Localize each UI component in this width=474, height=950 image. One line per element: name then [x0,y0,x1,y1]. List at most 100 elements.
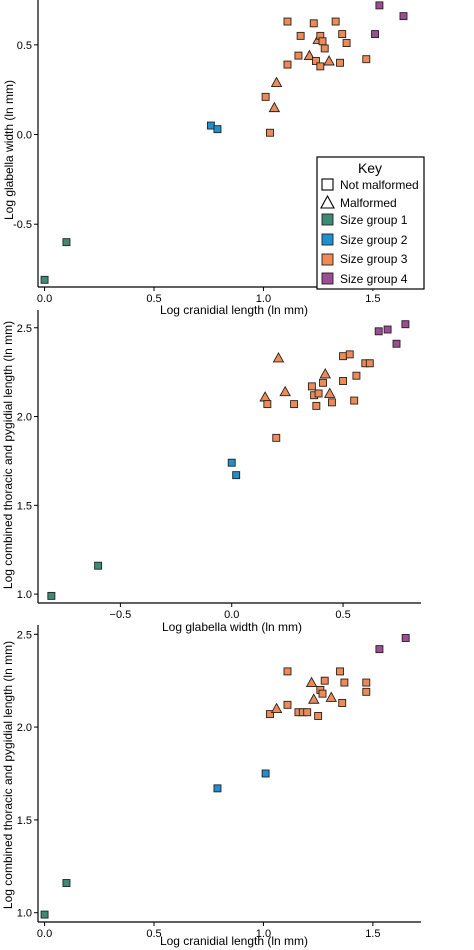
panel-2-x-tick-label: 0.5 [335,609,350,621]
panel-2-y-tick-label: 1.0 [17,589,32,601]
panel-3-y-tick-label: 2.5 [17,629,32,641]
panel-3-x-tick-label: 1.5 [365,928,380,940]
panel-3-x-tick-label: 0.5 [146,928,161,940]
data-point-not-malformed [320,44,329,53]
data-point-not-malformed [342,39,351,47]
data-point-not-malformed [338,30,347,39]
legend-label-size-group-4: Size group 4 [340,272,408,286]
data-point-not-malformed [47,591,56,600]
panel-1-ticks: 0.0 0.5 1.0 1.5 0.5 0.0 -0.5 [13,40,380,305]
data-point-malformed [325,691,338,702]
data-point-not-malformed [294,51,303,60]
panel-2-y-tick-label: 1.5 [17,500,32,512]
data-point-not-malformed [375,645,384,654]
data-point-not-malformed [283,60,292,69]
data-point-not-malformed [392,339,401,348]
data-point-not-malformed [283,700,292,709]
legend-label-not-malformed: Not malformed [340,178,419,192]
data-point-not-malformed [227,458,236,467]
data-point-not-malformed [314,389,323,398]
data-point-malformed [319,368,332,379]
panel-2-x-label: Log glabella width (ln mm) [162,620,302,634]
data-point-not-malformed [374,327,383,336]
data-point-not-malformed [266,710,274,719]
legend-size-group-4-icon [321,272,334,285]
data-point-not-malformed [206,121,215,130]
panel-2-x-tick-label: −0.5 [110,609,132,621]
data-point-not-malformed [314,712,323,720]
data-point-not-malformed [311,57,320,65]
panel-3-y-label: Log combined thoracic and pygidial lengt… [1,641,15,909]
panel-1-y-label: Log glabella width (ln mm) [2,80,16,220]
panel-2-ticks: −0.5 0.0 0.5 2.5 2.0 1.5 1.0 [17,323,351,621]
data-point-not-malformed [261,769,270,778]
data-point-not-malformed [399,12,408,21]
panel-1-x-tick-label: 0.0 [37,293,52,305]
panel-1-x-tick-label: 0.5 [146,293,161,305]
panel-3-ticks: 0.0 0.5 1.0 1.5 2.5 2.0 1.5 1.0 [17,629,381,940]
panel-3-points [40,634,410,919]
data-point-not-malformed [263,400,272,409]
legend-title: Key [358,160,382,176]
data-point-not-malformed [365,359,374,368]
data-point-not-malformed [318,689,327,698]
legend-label-size-group-1: Size group 1 [340,213,408,227]
data-point-not-malformed [338,699,347,707]
legend-malformed-icon [320,194,335,209]
data-point-malformed [305,676,318,687]
data-point-not-malformed [336,58,344,67]
data-point-malformed [268,101,281,113]
legend-size-group-3-icon [321,253,334,266]
data-point-not-malformed [375,1,384,10]
data-point-malformed [307,693,320,704]
data-point-not-malformed [283,667,292,676]
panel-1-y-tick-label: 0.5 [17,40,32,52]
data-point-not-malformed [362,678,371,687]
data-point-not-malformed [383,325,392,334]
data-point-not-malformed [352,371,361,380]
data-point-not-malformed [303,708,312,717]
legend-size-group-2-icon [321,233,334,246]
panel-3: 0.0 0.5 1.0 1.5 2.5 2.0 1.5 1.0 Log cranidial l… [1,625,421,948]
data-point-malformed [323,55,335,66]
data-point-malformed [279,385,291,397]
panel-1-y-tick-label: 0.0 [17,130,32,142]
data-point-not-malformed [316,62,325,71]
data-point-not-malformed [339,352,348,361]
data-point-not-malformed [62,238,71,247]
data-point-not-malformed [309,19,318,28]
panel-1: 0.0 0.5 1.0 1.5 0.5 0.0 -0.5 Log cranidial len… [2,0,425,317]
data-point-not-malformed [307,382,316,391]
panel-3-y-tick-label: 1.0 [17,908,32,920]
data-point-not-malformed [327,398,336,407]
panel-1-y-tick-label: -0.5 [13,219,32,231]
data-point-not-malformed [350,396,359,405]
data-point-not-malformed [266,128,274,137]
data-point-not-malformed [62,879,71,887]
data-point-malformed [272,352,285,363]
panel-2-y-tick-label: 2.5 [17,323,32,335]
panel-1-points [40,1,408,284]
legend-size-group-1-icon [321,213,334,226]
panel-3-y-tick-label: 1.5 [17,815,32,827]
panel-3-y-tick-label: 2.0 [17,722,32,734]
panel-2: −0.5 0.0 0.5 2.5 2.0 1.5 1.0 Log glabella widt… [1,310,421,634]
data-point-malformed [303,49,316,61]
data-point-not-malformed [312,401,321,410]
panel-2-y-label: Log combined thoracic and pygidial lengt… [1,321,15,589]
data-point-not-malformed [272,433,281,442]
panel-3-x-label: Log cranidial length (ln mm) [160,934,308,948]
data-point-not-malformed [319,378,327,387]
data-point-not-malformed [401,320,410,329]
data-point-not-malformed [362,55,371,64]
legend-label-size-group-2: Size group 2 [340,233,408,247]
data-point-not-malformed [371,30,379,39]
legend: Key Not malformed Malformed Size group 1… [316,156,425,290]
legend-label-size-group-3: Size group 3 [340,252,408,266]
panel-3-x-tick-label: 1.0 [256,928,271,940]
legend-label-malformed: Malformed [340,196,397,210]
data-point-not-malformed [362,687,371,696]
data-point-not-malformed [283,17,292,26]
data-point-not-malformed [40,275,49,284]
